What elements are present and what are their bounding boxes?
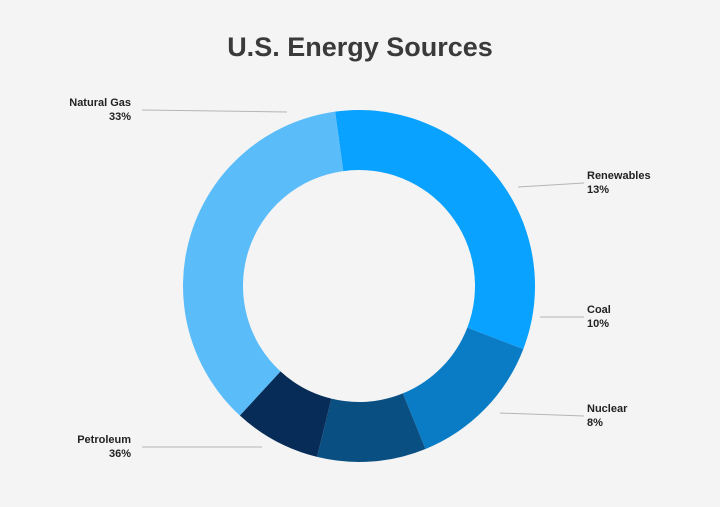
slice-value-label: 8% [587, 417, 603, 429]
slice-coal [317, 393, 426, 463]
leader-line [141, 109, 288, 113]
slice-natural-gas [335, 109, 536, 350]
slice-label: Nuclear [587, 403, 628, 415]
leader-line [517, 182, 585, 188]
slice-label: Petroleum [77, 434, 131, 446]
slice-value-label: 10% [587, 318, 609, 330]
slice-petroleum [182, 111, 344, 416]
slice-value-label: 33% [109, 111, 131, 123]
slice-label: Natural Gas [69, 97, 131, 109]
slice-value-label: 36% [109, 448, 131, 460]
slice-nuclear [239, 371, 332, 457]
leader-line [499, 412, 585, 417]
slice-label: Coal [587, 304, 611, 316]
slice-renewables [402, 327, 524, 449]
chart-title: U.S. Energy Sources [227, 32, 493, 62]
slice-label: Renewables [587, 170, 651, 182]
slice-value-label: 13% [587, 184, 609, 196]
